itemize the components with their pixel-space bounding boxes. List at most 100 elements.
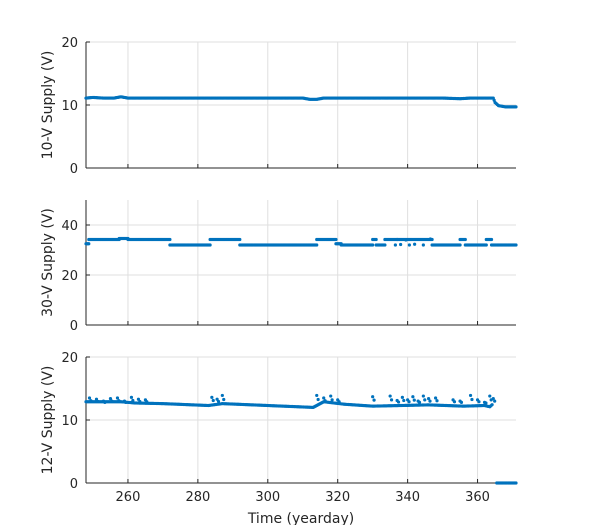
x-axis-label: Time (yearday) xyxy=(247,511,354,525)
data-point xyxy=(417,400,422,404)
data-point xyxy=(117,399,121,403)
data-point xyxy=(168,237,172,242)
axes xyxy=(85,41,516,169)
data-point xyxy=(315,393,319,398)
data-point xyxy=(468,393,473,398)
data-point xyxy=(428,399,432,403)
data-point xyxy=(115,396,120,400)
data-point xyxy=(330,398,334,402)
data-point xyxy=(124,400,128,404)
data-markers xyxy=(84,236,518,247)
data-point xyxy=(210,395,214,399)
data-point xyxy=(477,400,481,404)
data-point xyxy=(421,243,425,247)
data-point xyxy=(488,394,492,398)
data-point xyxy=(329,394,333,398)
axes xyxy=(85,356,516,484)
data-point xyxy=(334,237,338,242)
data-point xyxy=(323,399,327,403)
data-point xyxy=(96,399,100,404)
data-point xyxy=(458,243,462,247)
data-point xyxy=(396,400,401,404)
y-tick-label: 20 xyxy=(61,269,78,284)
data-point xyxy=(452,400,457,404)
y-tick-label: 0 xyxy=(70,477,78,492)
panel-12v-supply: 0 10 20 260 280 300 320 340 360 12-V Sup… xyxy=(40,351,518,525)
data-point xyxy=(413,242,417,246)
data-point xyxy=(89,399,93,403)
data-point xyxy=(514,243,518,247)
x-tick-label: 360 xyxy=(465,490,490,505)
data-point xyxy=(315,243,319,247)
y-tick-label: 10 xyxy=(61,414,78,429)
data-point xyxy=(393,243,397,247)
data-point xyxy=(491,396,495,401)
data-point xyxy=(238,237,242,242)
data-point xyxy=(421,394,425,398)
data-markers xyxy=(84,95,518,109)
data-point xyxy=(337,400,341,404)
x-tick-labels: 260 280 300 320 340 360 xyxy=(116,490,490,505)
data-point xyxy=(389,398,394,402)
data-point xyxy=(108,396,113,401)
data-point xyxy=(412,398,416,402)
panel-10v-supply: 0 10 20 10-V Supply (V) xyxy=(40,36,518,177)
data-point xyxy=(470,397,474,402)
data-point xyxy=(145,400,149,404)
data-point xyxy=(428,237,432,241)
data-point xyxy=(463,237,467,242)
data-point xyxy=(87,242,91,246)
data-point xyxy=(103,400,107,404)
data-point xyxy=(395,237,399,242)
data-point xyxy=(489,237,494,242)
data-point xyxy=(490,403,494,407)
data-point xyxy=(316,397,320,402)
data-point xyxy=(388,394,392,398)
data-point xyxy=(514,105,518,109)
y-tick-label: 20 xyxy=(61,36,78,51)
x-tick-label: 280 xyxy=(185,490,210,505)
data-point xyxy=(371,395,375,399)
data-point xyxy=(407,400,411,404)
y-tick-label: 0 xyxy=(70,319,78,334)
y-tick-label: 10 xyxy=(61,99,78,114)
x-tick-label: 320 xyxy=(325,490,350,505)
data-point xyxy=(484,243,488,247)
data-point xyxy=(459,400,464,404)
y-axis-label: 12-V Supply (V) xyxy=(40,366,56,475)
data-point xyxy=(374,237,378,242)
y-tick-label: 20 xyxy=(61,351,78,366)
axes xyxy=(85,200,516,326)
data-point xyxy=(222,397,226,402)
y-axis-label: 10-V Supply (V) xyxy=(40,51,56,160)
y-tick-labels: 0 10 20 xyxy=(61,351,78,492)
y-tick-label: 40 xyxy=(61,219,78,234)
x-tick-label: 260 xyxy=(116,490,141,505)
data-markers xyxy=(84,393,518,485)
data-point xyxy=(208,243,212,247)
data-point xyxy=(402,398,406,403)
data-point xyxy=(399,242,403,247)
data-point xyxy=(427,396,431,401)
data-point xyxy=(423,398,427,402)
data-point xyxy=(138,399,142,404)
data-point xyxy=(87,396,92,400)
data-point xyxy=(404,238,408,242)
data-point xyxy=(131,398,135,403)
data-point xyxy=(383,243,387,247)
y-tick-labels: 0 20 40 xyxy=(61,219,78,334)
data-point xyxy=(407,243,411,247)
data-point xyxy=(493,399,497,403)
y-tick-labels: 0 10 20 xyxy=(61,36,78,177)
data-point xyxy=(435,399,439,403)
data-point xyxy=(372,398,376,402)
panel-30v-supply: 0 20 40 30-V Supply (V) xyxy=(40,200,518,334)
plot-area xyxy=(86,200,516,325)
data-point xyxy=(322,396,326,400)
data-point xyxy=(216,399,221,404)
x-tick-label: 340 xyxy=(395,490,420,505)
data-point xyxy=(211,398,215,403)
x-tick-label: 300 xyxy=(255,490,280,505)
data-point xyxy=(110,399,114,403)
